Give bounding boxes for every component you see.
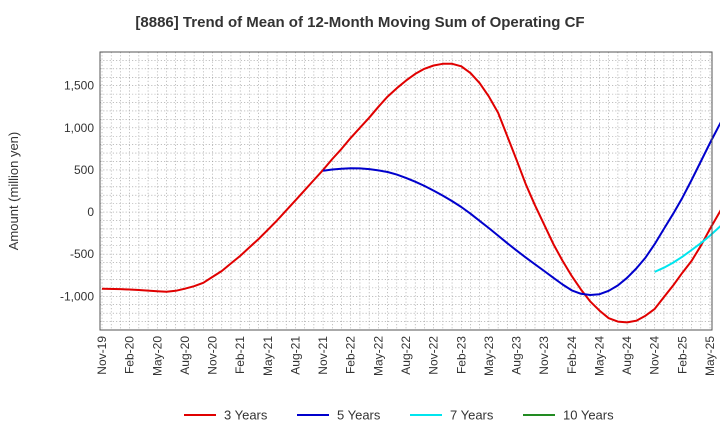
x-tick-label: Nov-21 <box>316 336 330 375</box>
y-tick-label: -1,000 <box>60 289 94 303</box>
x-tick-label: Aug-20 <box>178 336 192 375</box>
x-tick-label: Nov-24 <box>648 336 662 375</box>
series-lines <box>101 62 720 324</box>
legend-item: 5 Years <box>297 408 381 423</box>
x-tick-label: Aug-21 <box>288 336 302 375</box>
legend-item: 3 Years <box>184 408 268 423</box>
x-tick-label: May-20 <box>150 336 164 376</box>
chart-title: [8886] Trend of Mean of 12-Month Moving … <box>135 14 585 31</box>
x-tick-label: Nov-23 <box>537 336 551 375</box>
x-tick-label: May-24 <box>592 336 606 376</box>
series-line-5-years <box>322 121 720 296</box>
x-tick-label: May-25 <box>703 336 717 376</box>
plot-frame <box>99 51 713 331</box>
y-tick-label: 500 <box>74 163 94 177</box>
series-line-3-years <box>101 62 720 324</box>
x-tick-label: Feb-25 <box>675 336 689 374</box>
x-tick-label: Nov-22 <box>427 336 441 375</box>
x-tick-label: Feb-22 <box>344 336 358 374</box>
x-tick-label: Aug-24 <box>620 336 634 375</box>
x-tick-label: Aug-23 <box>510 336 524 375</box>
x-tick-label: Feb-23 <box>454 336 468 374</box>
legend: 3 Years 5 Years 7 Years 10 Years <box>184 408 614 423</box>
y-axis-ticks: 1,500 1,000 500 0 -500 -1,000 <box>60 79 94 304</box>
x-tick-label: May-21 <box>261 336 275 376</box>
y-tick-label: 0 <box>87 205 94 219</box>
legend-label: 5 Years <box>337 408 381 423</box>
legend-label: 10 Years <box>563 408 614 423</box>
x-tick-label: May-22 <box>371 336 385 376</box>
legend-label: 7 Years <box>450 408 494 423</box>
y-tick-label: 1,000 <box>64 121 94 135</box>
y-tick-label: -500 <box>70 247 94 261</box>
x-tick-label: Nov-20 <box>206 336 220 375</box>
series-line-7-years <box>654 225 720 273</box>
x-tick-label: Aug-22 <box>399 336 413 375</box>
x-tick-label: May-23 <box>482 336 496 376</box>
legend-item: 10 Years <box>523 408 614 423</box>
x-axis-ticks: Nov-19 Feb-20 May-20 Aug-20 Nov-20 Feb-21 May-… <box>95 336 717 376</box>
x-tick-label: Nov-19 <box>95 336 109 375</box>
x-tick-label: Feb-20 <box>123 336 137 374</box>
y-tick-label: 1,500 <box>64 79 94 93</box>
grid-lines <box>100 51 712 331</box>
legend-label: 3 Years <box>224 408 268 423</box>
y-axis-label: Amount (million yen) <box>6 132 21 251</box>
legend-item: 7 Years <box>410 408 494 423</box>
x-tick-label: Feb-21 <box>233 336 247 374</box>
x-tick-label: Feb-24 <box>565 336 579 374</box>
